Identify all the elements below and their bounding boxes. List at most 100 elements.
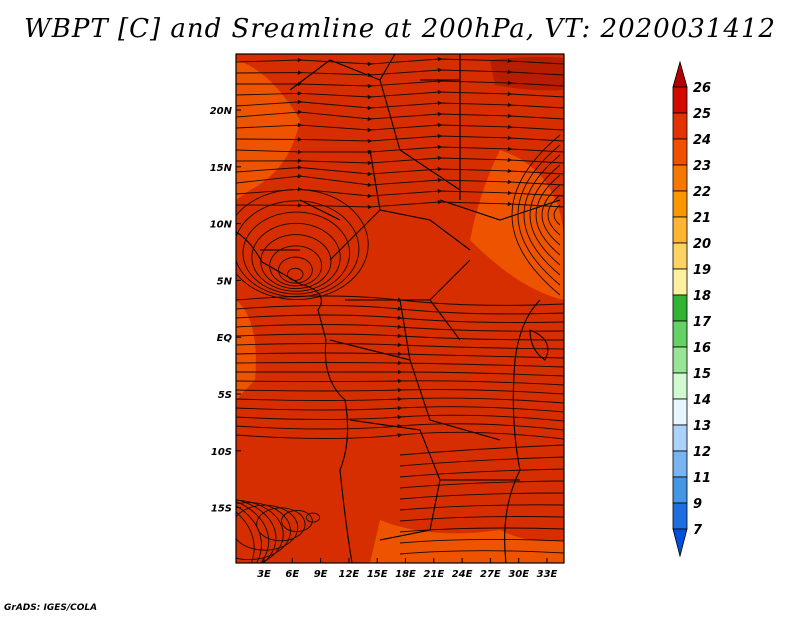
grads-credit: GrADS: IGES/COLA <box>4 603 98 613</box>
colorbar-swatch <box>672 242 688 270</box>
streamline <box>236 144 564 155</box>
colorbar-label: 16 <box>693 341 711 356</box>
colorbar-swatch <box>672 112 688 140</box>
streamline <box>281 510 313 532</box>
lat-label: 5N <box>217 276 233 287</box>
streamline <box>535 174 561 256</box>
colorbar-label: 22 <box>693 185 711 200</box>
streamline <box>399 504 564 511</box>
streamline <box>399 538 564 544</box>
border-line <box>236 231 353 563</box>
colorbar-bottom-arrow <box>672 528 688 558</box>
streamline <box>278 256 313 284</box>
streamline <box>236 378 564 386</box>
streamline <box>236 165 564 177</box>
colorbar-label: 11 <box>693 471 711 486</box>
lon-label: 6E <box>285 569 299 580</box>
colorbar-label: 21 <box>693 211 711 226</box>
colorbar-swatch <box>672 86 688 114</box>
streamline <box>236 499 277 563</box>
lon-label: 21E <box>423 569 444 580</box>
colorbar-label: 23 <box>693 159 711 174</box>
streamline <box>236 56 564 67</box>
lon-label: 27E <box>480 569 501 580</box>
colorbar-label: 17 <box>693 315 712 330</box>
colorbar-swatch <box>672 320 688 348</box>
streamline <box>236 387 564 395</box>
streamline <box>236 396 564 404</box>
streamline <box>399 492 564 500</box>
colorbar-swatch <box>672 424 688 452</box>
colorbar-label: 13 <box>693 419 711 434</box>
lat-label: 20N <box>210 106 233 117</box>
border-line <box>504 299 541 563</box>
streamline <box>236 155 564 166</box>
streamlines <box>236 56 564 563</box>
streamline <box>236 67 564 78</box>
colorbar-swatch <box>672 502 688 530</box>
streamline <box>523 154 561 276</box>
colorbar-swatch <box>672 138 688 166</box>
colorbar-label: 18 <box>693 289 711 304</box>
streamline <box>236 314 564 323</box>
colorbar-swatch <box>672 398 688 426</box>
streamline <box>236 324 564 332</box>
streamline <box>399 516 564 522</box>
streamline <box>236 305 564 315</box>
colorbar-swatch <box>672 216 688 244</box>
lat-label: 5S <box>218 390 232 401</box>
streamline <box>305 512 321 523</box>
colorbar-swatch <box>672 450 688 478</box>
lon-label: 3E <box>257 569 271 580</box>
colorbar-label: 26 <box>693 81 711 96</box>
streamline <box>399 550 564 555</box>
lon-label: 9E <box>314 569 328 580</box>
streamline <box>399 444 564 456</box>
streamline <box>511 134 561 296</box>
lon-label: 33E <box>537 569 558 580</box>
colorbar-swatch <box>672 268 688 296</box>
streamline <box>236 342 564 350</box>
lon-label: 15E <box>367 569 388 580</box>
colorbar-label: 19 <box>693 263 711 278</box>
colorbar-swatch <box>672 294 688 322</box>
colorbar-top-arrow <box>672 60 688 88</box>
lon-label: 24E <box>452 569 473 580</box>
colorbar-label: 12 <box>693 445 711 460</box>
streamline <box>547 194 561 236</box>
lon-label: 12E <box>339 569 360 580</box>
streamline <box>236 502 291 561</box>
colorbar-label: 14 <box>693 393 711 408</box>
colorbar-swatch <box>672 476 688 504</box>
colorbar-label: 9 <box>693 497 702 512</box>
colorbar-swatch <box>672 164 688 192</box>
map-frame <box>235 53 565 564</box>
streamline <box>236 295 564 306</box>
colorbar-label: 7 <box>693 523 703 538</box>
lon-label: 18E <box>395 569 416 580</box>
colorbar-swatch <box>672 190 688 218</box>
map-plot-area <box>236 54 564 563</box>
streamline <box>236 405 564 413</box>
streamline <box>399 468 564 478</box>
streamline <box>529 164 561 266</box>
streamline <box>236 360 564 368</box>
colorbar-swatch <box>672 346 688 374</box>
field-patch <box>236 300 256 400</box>
streamline <box>260 234 332 289</box>
streamline <box>236 78 564 89</box>
streamline <box>269 245 323 287</box>
colorbar-label: 25 <box>693 107 711 122</box>
colorbar-label: 15 <box>693 367 711 382</box>
streamline <box>236 89 564 100</box>
streamline <box>399 527 564 533</box>
streamline <box>236 423 564 431</box>
streamline <box>236 122 564 133</box>
streamline <box>236 109 564 122</box>
lat-label: 15N <box>210 163 233 174</box>
colorbar-label: 20 <box>693 237 711 252</box>
streamline <box>236 99 564 111</box>
streamline <box>236 369 564 377</box>
chart-title: WBPT [C] and Sreamline at 200hPa, VT: 20… <box>24 14 776 44</box>
